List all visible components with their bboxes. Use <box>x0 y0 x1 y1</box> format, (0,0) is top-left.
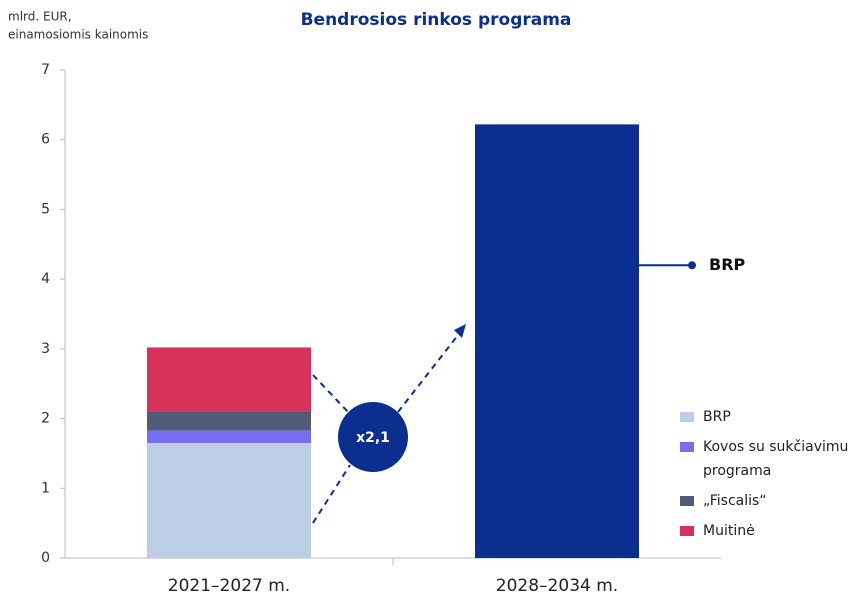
y-tick-label: 0 <box>41 550 50 566</box>
bar-segment <box>147 430 311 443</box>
bar-segment <box>147 347 311 412</box>
legend-item: Kovos su sukčiavimu programa <box>680 435 850 483</box>
callout-label: BRP <box>709 255 746 274</box>
y-tick-label: 1 <box>41 480 50 496</box>
growth-arrows <box>312 329 463 524</box>
legend-label: Kovos su sukčiavimu programa <box>703 439 849 479</box>
legend-item: Muitinė <box>680 519 850 543</box>
legend-label: BRP <box>703 409 731 425</box>
y-tick-label: 4 <box>41 271 50 287</box>
y-axis-label: einamosiomis kainomis <box>8 28 148 42</box>
chart-title: Bendrosios rinkos programa <box>301 10 572 30</box>
bar-segment <box>147 411 311 431</box>
y-axis-label: mlrd. EUR, <box>8 10 72 24</box>
y-tick-label: 6 <box>41 132 50 148</box>
y-tick-label: 7 <box>41 62 50 78</box>
multiplier-label: x2,1 <box>356 430 390 446</box>
arrow-head <box>454 324 466 338</box>
legend-item: BRP <box>680 405 850 429</box>
legend-label: Muitinė <box>703 523 755 539</box>
y-tick-label: 3 <box>41 341 50 357</box>
legend-item: „Fiscalis“ <box>680 489 850 513</box>
y-tick-label: 5 <box>41 201 50 217</box>
bar <box>475 124 639 559</box>
legend-swatch <box>680 526 694 536</box>
legend-label: „Fiscalis“ <box>703 493 767 509</box>
x-tick-label: 2028–2034 m. <box>496 576 618 595</box>
legend-swatch <box>680 496 694 506</box>
legend-swatch <box>680 442 694 452</box>
legend-swatch <box>680 412 694 422</box>
bar-segment <box>147 442 311 558</box>
callout-dot <box>688 261 696 270</box>
y-tick-label: 2 <box>41 411 50 427</box>
x-tick-label: 2021–2027 m. <box>168 576 290 595</box>
multiplier-badge <box>338 402 408 472</box>
legend: BRP Kovos su sukčiavimu programa „Fiscalis… <box>680 405 850 549</box>
